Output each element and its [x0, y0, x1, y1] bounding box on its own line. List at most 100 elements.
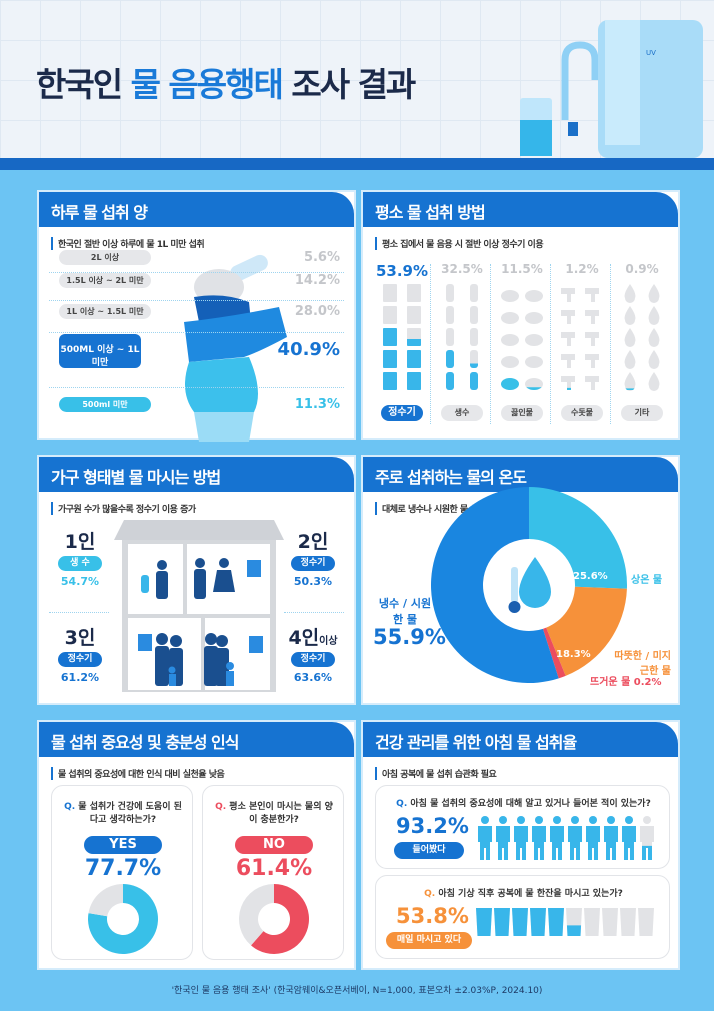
panel-subtitle: 물 섭취의 중요성에 대한 인식 대비 실천율 낮음	[51, 767, 225, 780]
method-percent: 11.5%	[501, 262, 543, 276]
household-size-text: 2인	[297, 531, 329, 553]
drop-icon	[648, 328, 660, 347]
drop-icon	[648, 350, 660, 369]
intake-range-label: 1.5L 이상 ~ 2L 미만	[59, 273, 151, 288]
water-purifier-icon-grid	[383, 284, 421, 390]
panel-morning: 건강 관리를 위한 아침 물 섭취율 아침 공복에 물 섭취 습관화 필요 Q.…	[361, 720, 680, 970]
water-purifier-icon	[383, 350, 397, 368]
intake-percent: 28.0%	[294, 304, 340, 319]
question-card-health: Q. 물 섭취가 건강에 도움이 된다고 생각하는가? YES 77.7%	[51, 785, 193, 960]
row-divider	[284, 612, 344, 613]
bottle-icon	[446, 284, 454, 302]
heard-badge: 들어봤다	[394, 842, 464, 859]
cup-icon	[620, 908, 636, 936]
slice-other	[88, 884, 123, 917]
uv-label: UV	[646, 49, 656, 57]
drop-icon	[648, 372, 660, 391]
intake-percent: 11.3%	[294, 397, 340, 412]
bottle-icon-grid	[446, 284, 478, 390]
panel-drinking-method: 평소 물 섭취 방법 평소 집에서 물 음용 시 절반 이상 정수기 이용 53…	[361, 190, 680, 440]
bottle-icon	[446, 328, 454, 346]
method-percent: 53.9%	[375, 262, 429, 280]
panel-title: 건강 관리를 위한 아침 물 섭취율	[363, 722, 678, 757]
panel-temperature: 주로 섭취하는 물의 온도 대체로 냉수나 시원한 물 선호 냉수 / 시원한 …	[361, 455, 680, 705]
bottle-icon	[446, 350, 454, 368]
house-illustration	[114, 520, 284, 692]
row-divider	[49, 300, 344, 301]
faucet-icon	[585, 376, 599, 390]
person-icon	[496, 816, 510, 860]
cold-value: 55.9%	[373, 625, 446, 649]
bottle-icon	[470, 284, 478, 302]
person-icon	[568, 816, 582, 860]
cup-icon	[512, 908, 528, 936]
intake-range-label: 1L 이상 ~ 1.5L 미만	[59, 304, 151, 319]
method-badge: 정수기	[291, 556, 335, 571]
question-text: Q. 아침 기상 직후 공복에 물 한잔을 마시고 있는가?	[424, 889, 623, 899]
person-icon	[622, 816, 636, 860]
source-footnote: '한국인 물 음용 행태 조사' (한국암웨이&오픈서베이, N=1,000, …	[171, 986, 543, 996]
kettle-icon	[525, 356, 543, 368]
water-purifier-icon	[407, 350, 421, 368]
faucet-icon	[561, 288, 575, 302]
person-icon	[532, 816, 546, 860]
hero-banner: 한국인 물 음용행태 조사 결과 UV	[0, 0, 714, 160]
question-card-morning-drink: Q. 아침 기상 직후 공복에 물 한잔을 마시고 있는가? 53.8% 매일 …	[375, 875, 670, 959]
cup-icon	[584, 908, 600, 936]
method-percent: 1.2%	[565, 262, 599, 276]
household-percent: 54.7%	[60, 575, 100, 588]
water-purifier-icon	[383, 306, 397, 324]
question-text: Q. 아침 물 섭취의 중요성에 대해 알고 있거나 들어본 적이 있는가?	[396, 799, 651, 809]
intake-percent: 5.6%	[303, 250, 340, 265]
drop-icon	[624, 350, 636, 369]
kettle-icon	[525, 312, 543, 324]
household-size-text: 1인	[64, 531, 96, 553]
faucet-icon	[585, 354, 599, 368]
drop-icon	[624, 328, 636, 347]
row-divider	[49, 272, 344, 273]
person-icon	[478, 816, 492, 860]
panel-title: 하루 물 섭취 양	[39, 192, 354, 227]
household-size: 2인	[277, 527, 349, 554]
row-divider	[49, 612, 109, 613]
method-percent: 32.5%	[441, 262, 483, 276]
kettle-icon	[501, 290, 519, 302]
faucet-icon	[561, 376, 575, 390]
header-stripe	[0, 158, 714, 170]
yes-value: 77.7%	[84, 856, 162, 881]
cup-icon	[638, 908, 654, 936]
intake-range-label: 2L 이상	[59, 250, 151, 265]
water-purifier-icon	[383, 372, 397, 390]
cup-icon	[494, 908, 510, 936]
question-card-awareness: Q. 아침 물 섭취의 중요성에 대해 알고 있거나 들어본 적이 있는가? 9…	[375, 785, 670, 869]
intake-percent: 14.2%	[294, 273, 340, 288]
kettle-icon	[525, 378, 543, 390]
column-divider	[430, 264, 431, 424]
method-label: 수돗물	[561, 405, 603, 421]
cups-pictogram	[476, 908, 654, 936]
cold-label: 냉수 / 시원한 물	[378, 597, 432, 626]
faucet-icon	[561, 354, 575, 368]
method-percent: 0.9%	[625, 262, 659, 276]
water-purifier-icon	[407, 284, 421, 302]
row-divider	[49, 332, 344, 333]
method-label: 기타	[621, 405, 663, 421]
panel-daily-intake: 하루 물 섭취 양 한국인 절반 이상 하루에 물 1L 미만 섭취 2L 이상…	[37, 190, 356, 442]
water-purifier-icon	[383, 328, 397, 346]
cup-icon	[530, 908, 546, 936]
faucet-icon	[561, 332, 575, 346]
cup-icon	[476, 908, 492, 936]
household-size: 4인이상	[277, 623, 349, 650]
household-percent: 63.6%	[293, 671, 333, 684]
panel-title: 물 섭취 중요성 및 충분성 인식	[39, 722, 354, 757]
method-label: 끓인물	[501, 405, 543, 421]
person-icon	[604, 816, 618, 860]
slice-hot	[542, 627, 566, 679]
intake-range-label: 500ml 미만	[59, 397, 151, 412]
yes-badge: YES	[84, 836, 162, 854]
warm-label: 따뜻한 / 미지근한 물	[614, 651, 671, 677]
water-purifier-icon	[407, 306, 421, 324]
faucet-icon-grid	[561, 288, 599, 390]
question-text: Q. 평소 본인이 마시는 물의 양이 충분한가?	[215, 802, 333, 825]
household-percent: 50.3%	[293, 575, 333, 588]
